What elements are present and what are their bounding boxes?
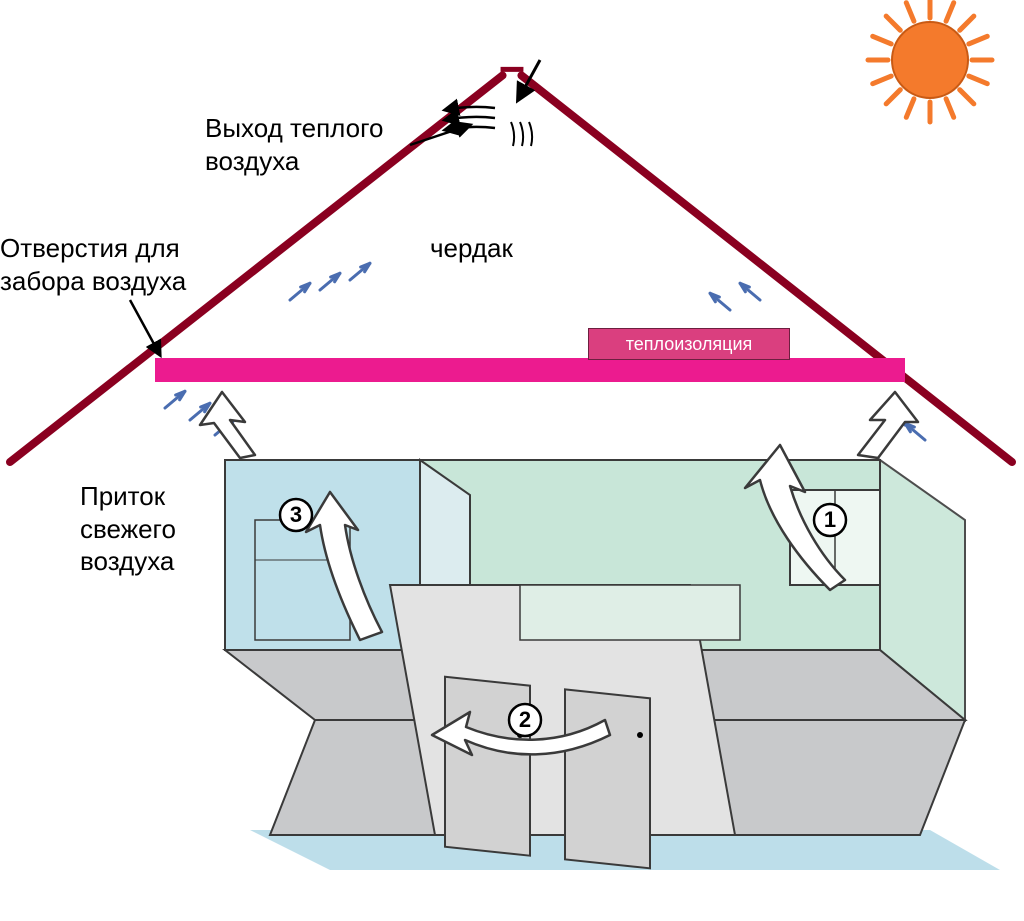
airflow-arrow (320, 273, 340, 290)
rooms-cutaway (200, 392, 1000, 870)
svg-text:1: 1 (824, 507, 836, 532)
label-warm-air-exit: Выход теплого воздуха (205, 112, 383, 177)
label-fresh-air-inflow: Приток свежего воздуха (80, 480, 176, 578)
svg-text:2: 2 (519, 707, 531, 732)
diagram-stage: 1 2 3 Выход теплого воздуха Отверстия для … (0, 0, 1024, 921)
label-attic: чердак (430, 232, 513, 265)
marker-3: 3 (280, 499, 312, 531)
airflow-arrow (165, 391, 185, 408)
airflow-arrow (710, 293, 730, 310)
diagram-svg: 1 2 3 (0, 0, 1024, 921)
marker-1: 1 (814, 504, 846, 536)
insulation-bar (155, 358, 905, 382)
sun-icon (868, 0, 992, 122)
airflow-arrow (350, 263, 370, 280)
label-air-intake-holes: Отверстия для забора воздуха (0, 232, 186, 297)
room-airflow-arrow (200, 392, 255, 458)
marker-2: 2 (509, 704, 541, 736)
airflow-arrow (905, 423, 925, 440)
airflow-arrow (290, 283, 310, 300)
insulation-label-box: теплоизоляция (588, 328, 790, 360)
insulation-label-text: теплоизоляция (626, 334, 753, 354)
svg-text:3: 3 (290, 502, 302, 527)
airflow-arrow (740, 283, 760, 300)
callout-arrow (130, 300, 160, 355)
ridge-exhaust-arrow (445, 107, 495, 110)
